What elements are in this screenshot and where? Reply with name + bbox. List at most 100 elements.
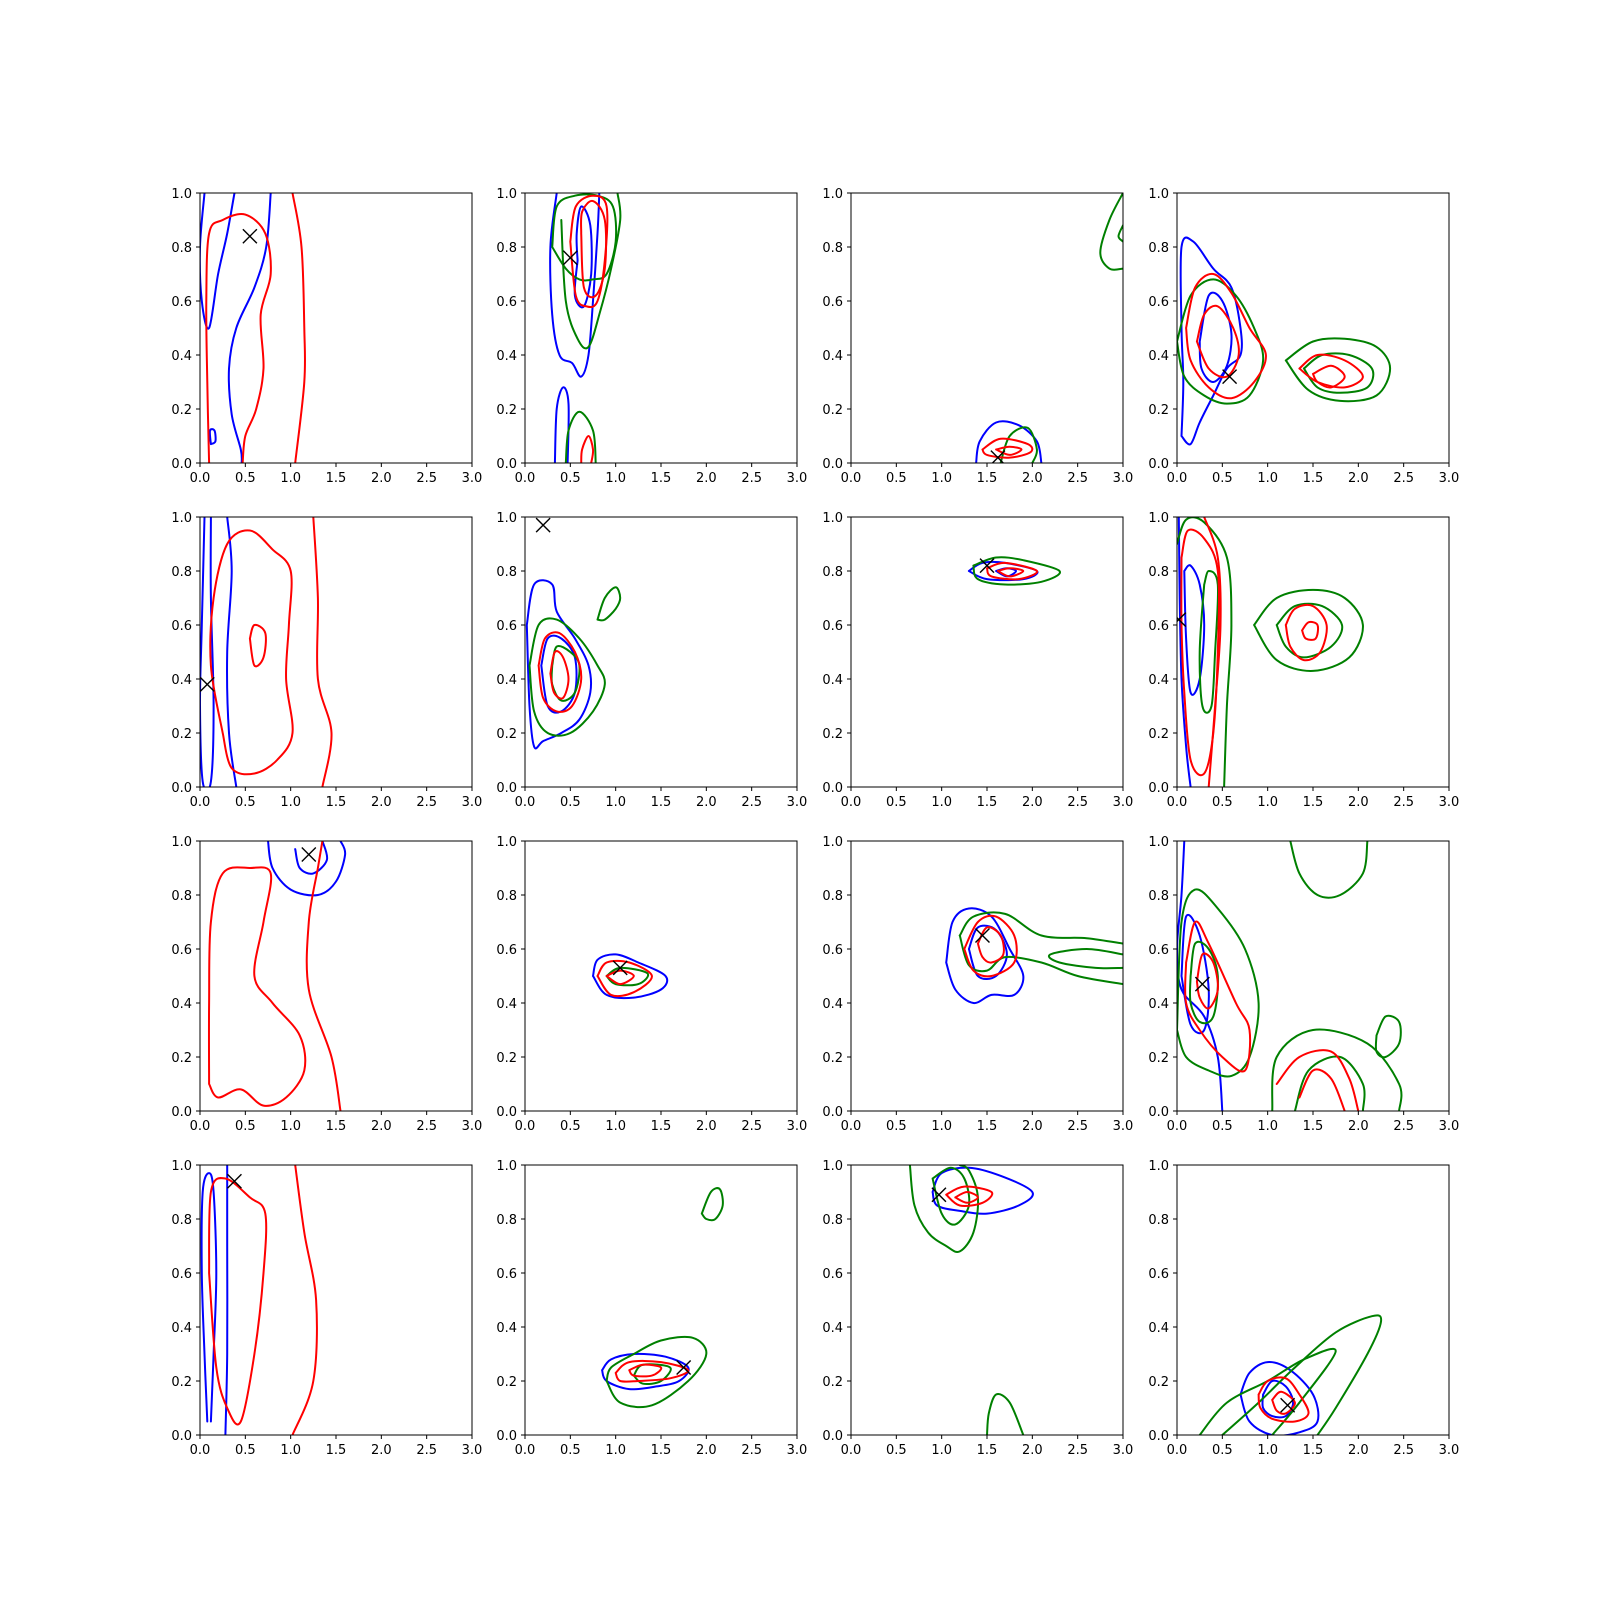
x-tick-label: 1.5 <box>326 1119 347 1134</box>
red-contour-line <box>945 1185 994 1207</box>
x-tick-label: 0.5 <box>1212 795 1233 810</box>
green-contour-line <box>1177 517 1233 787</box>
x-tick-label: 0.5 <box>560 471 581 486</box>
green-contour-line <box>958 934 1123 986</box>
green-contour-line <box>700 1187 724 1222</box>
y-tick-label: 0.0 <box>822 1429 843 1444</box>
green-contour-line <box>1047 948 1123 970</box>
x-tick-label: 1.0 <box>605 1119 626 1134</box>
x-tick-label: 1.5 <box>977 471 998 486</box>
contour-group <box>200 517 333 787</box>
panel-r1-c3: 0.0 0.5 1.0 1.5 2.0 2.5 3.0 0.0 0.2 0.4 0.6 0.8 1.0 <box>822 187 1133 486</box>
green-contour-line <box>560 193 622 350</box>
x-tick-label: 1.5 <box>1303 471 1324 486</box>
blue-contour-line <box>226 517 238 787</box>
x-tick-label: 2.5 <box>1393 471 1414 486</box>
x-tick-label: 2.5 <box>416 795 437 810</box>
x-tick-label: 1.5 <box>651 1443 672 1458</box>
red-contour-line <box>954 1191 979 1204</box>
x-marker <box>226 1173 242 1189</box>
x-tick-label: 1.0 <box>1257 1443 1278 1458</box>
red-contour-line <box>628 1363 663 1378</box>
red-contour-line <box>208 1177 268 1426</box>
red-contour-line <box>291 1165 318 1435</box>
x-tick-label: 2.5 <box>416 1119 437 1134</box>
y-tick-label: 1.0 <box>1148 187 1169 202</box>
x-tick-label: 3.0 <box>1439 471 1460 486</box>
red-contour-line <box>1275 1049 1360 1111</box>
x-tick-label: 2.5 <box>741 795 762 810</box>
x-marker <box>990 450 1006 463</box>
x-marker <box>242 228 258 244</box>
blue-contour-line <box>1177 517 1192 787</box>
x-marker <box>974 928 990 943</box>
x-tick-label: 3.0 <box>1113 795 1134 810</box>
x-tick-label: 2.0 <box>1348 795 1369 810</box>
blue-contour-line <box>224 1165 229 1435</box>
y-tick-label: 0.8 <box>822 1213 843 1228</box>
x-tick-label: 3.0 <box>1439 1443 1460 1458</box>
axes-frame <box>524 840 798 1112</box>
red-contour-line <box>580 435 595 463</box>
x-tick-label: 1.5 <box>326 795 347 810</box>
contour-group <box>1177 517 1364 787</box>
x-tick-label: 1.0 <box>280 1443 301 1458</box>
green-contour-line <box>958 911 1123 945</box>
x-tick-label: 0.0 <box>515 795 536 810</box>
x-tick-label: 0.5 <box>235 1119 256 1134</box>
x-tick-label: 0.5 <box>560 795 581 810</box>
x-marker <box>535 517 551 533</box>
x-tick-label: 1.0 <box>931 1443 952 1458</box>
x-marker <box>676 1360 692 1375</box>
x-tick-label: 2.5 <box>1393 1443 1414 1458</box>
y-tick-label: 1.0 <box>171 187 192 202</box>
green-contour-line <box>1284 337 1392 403</box>
y-tick-label: 0.4 <box>496 997 517 1012</box>
x-tick-label: 2.0 <box>1348 1443 1369 1458</box>
y-tick-label: 0.0 <box>1148 1429 1169 1444</box>
red-contour-line <box>1298 353 1364 389</box>
red-contour-line <box>209 529 294 776</box>
y-tick-label: 0.2 <box>496 403 517 418</box>
green-contour-line <box>1374 1014 1402 1059</box>
red-contour-line <box>205 213 272 463</box>
green-contour-line <box>605 1335 708 1409</box>
y-tick-label: 0.0 <box>171 457 192 472</box>
contour-group <box>200 193 307 463</box>
contour-group <box>1177 236 1392 446</box>
y-tick-label: 0.0 <box>496 1429 517 1444</box>
blue-contour-line <box>1198 291 1233 383</box>
blue-contour-line <box>1177 841 1224 1111</box>
red-contour-line <box>1195 304 1240 379</box>
x-tick-label: 3.0 <box>787 471 808 486</box>
x-tick-label: 2.0 <box>1022 795 1043 810</box>
x-tick-label: 1.5 <box>651 471 672 486</box>
x-tick-label: 1.0 <box>1257 471 1278 486</box>
red-contour-line <box>976 926 1005 964</box>
green-contour-line <box>999 426 1038 463</box>
y-tick-label: 0.0 <box>496 1105 517 1120</box>
y-tick-label: 0.6 <box>1148 943 1169 958</box>
y-tick-label: 1.0 <box>822 511 843 526</box>
y-tick-label: 0.8 <box>496 1213 517 1228</box>
x-tick-label: 0.5 <box>235 471 256 486</box>
y-tick-label: 0.8 <box>822 241 843 256</box>
contour-group <box>908 1165 1034 1435</box>
y-tick-label: 0.2 <box>171 403 192 418</box>
axes-frame <box>199 516 473 788</box>
x-tick-label: 0.0 <box>841 795 862 810</box>
y-tick-label: 0.2 <box>822 1375 843 1390</box>
panel-r3-c3: 0.0 0.5 1.0 1.5 2.0 2.5 3.0 0.0 0.2 0.4 0.6 0.8 1.0 <box>822 835 1133 1134</box>
y-tick-label: 1.0 <box>171 511 192 526</box>
blue-contour-line <box>1179 236 1243 446</box>
x-tick-label: 1.0 <box>605 1443 626 1458</box>
y-tick-label: 0.6 <box>496 1267 517 1282</box>
axes-frame <box>199 1164 473 1436</box>
y-tick-label: 1.0 <box>822 187 843 202</box>
panel-r4-c1: 0.0 0.5 1.0 1.5 2.0 2.5 3.0 0.0 0.2 0.4 0.6 0.8 1.0 <box>171 1159 482 1458</box>
x-tick-label: 1.5 <box>326 471 347 486</box>
y-tick-label: 0.8 <box>1148 889 1169 904</box>
blue-contour-line <box>525 579 593 750</box>
x-tick-label: 1.5 <box>1303 1443 1324 1458</box>
y-tick-label: 0.0 <box>496 781 517 796</box>
